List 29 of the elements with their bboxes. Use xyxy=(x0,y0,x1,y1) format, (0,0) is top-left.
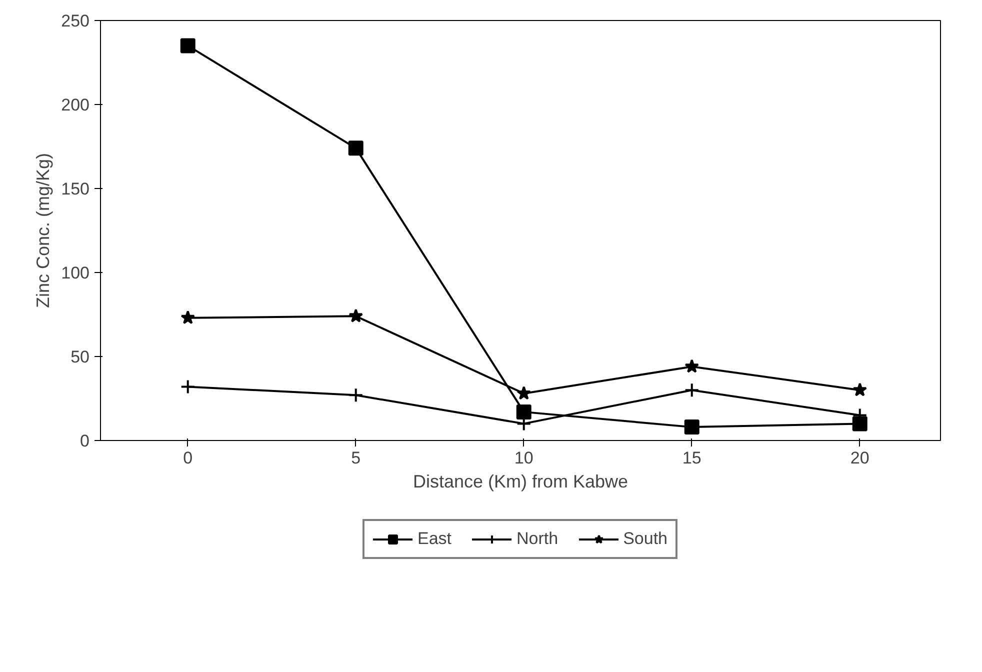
point xyxy=(180,379,196,394)
point xyxy=(684,382,700,398)
y-tick-label: 50 xyxy=(70,348,90,366)
legend-label: South xyxy=(623,529,668,549)
point xyxy=(180,38,196,54)
point xyxy=(684,420,700,435)
x-tick-label: 5 xyxy=(351,448,361,468)
point xyxy=(684,359,700,373)
x-axis-title: Distance (Km) from Kabwe xyxy=(412,472,628,492)
y-tick-label: 150 xyxy=(61,180,90,198)
x-tick-label: 10 xyxy=(514,448,534,468)
y-tick-label: 100 xyxy=(61,264,90,282)
y-axis-title: Zinc Conc. (mg/Kg) xyxy=(33,152,54,308)
y-tick-label: 0 xyxy=(80,432,90,450)
point xyxy=(348,388,364,403)
point xyxy=(516,404,532,420)
x-tick-label: 0 xyxy=(183,448,193,468)
point xyxy=(180,310,196,324)
x-tick-label: 20 xyxy=(850,448,870,468)
y-tick-label: 250 xyxy=(61,12,90,30)
point xyxy=(516,386,532,400)
y-tick-label: 200 xyxy=(61,96,90,114)
legend-label: North xyxy=(516,529,558,549)
x-tick-label: 15 xyxy=(682,448,702,468)
point xyxy=(852,416,868,432)
point xyxy=(852,382,868,396)
point xyxy=(348,140,364,156)
point xyxy=(348,308,364,322)
legend-label: East xyxy=(417,529,452,549)
